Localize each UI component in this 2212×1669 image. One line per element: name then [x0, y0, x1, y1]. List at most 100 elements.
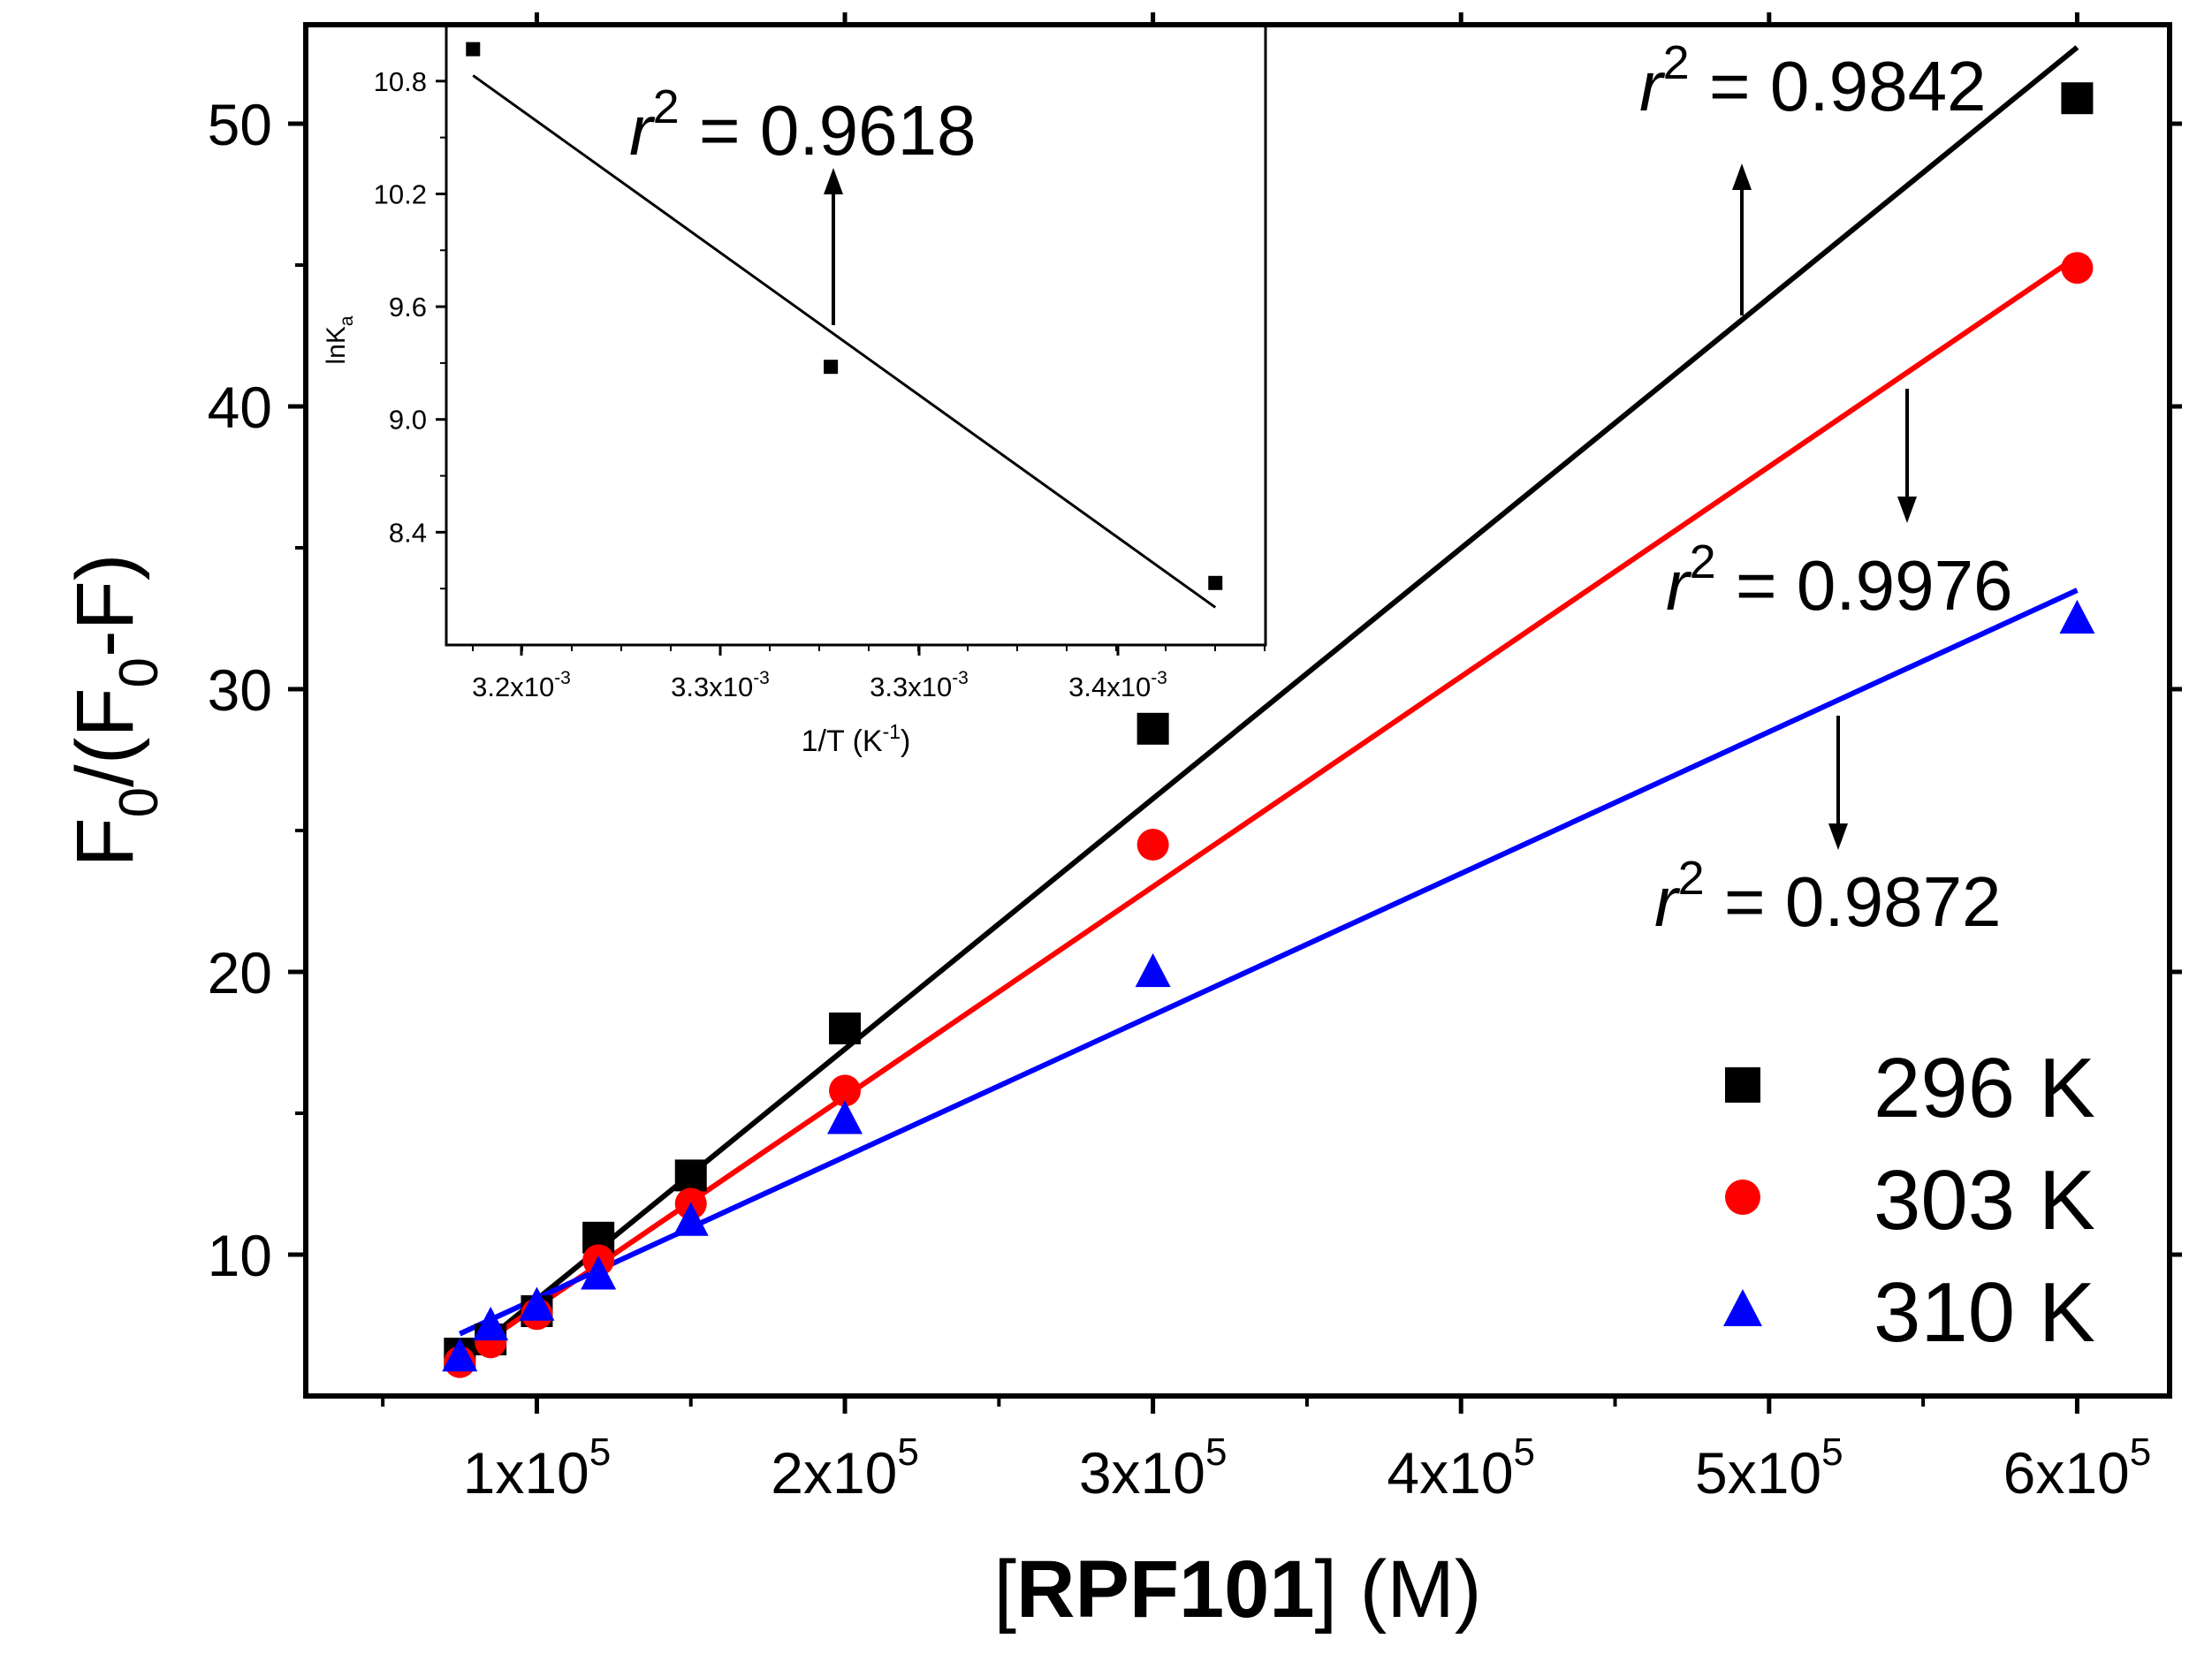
inset-x-tick-label: 3.4x10-3: [1068, 668, 1167, 702]
inset-y-tick-label: 10.2: [374, 178, 427, 209]
r-symbol: r: [629, 91, 656, 170]
inset-x-label-base: 1/T (K: [802, 724, 883, 758]
data-point-296K: [674, 1159, 707, 1192]
legend-label: 303 K: [1874, 1153, 2095, 1248]
y-axis-label-subscript: 0: [109, 657, 170, 687]
inset-arrow-head: [824, 168, 843, 194]
y-tick-label: 20: [208, 940, 272, 1005]
r2-annotation-310K: r2 = 0.9872: [1654, 852, 2002, 941]
arrow-303K-head: [1897, 497, 1917, 523]
x-tick-mantissa: 1x10: [463, 1440, 589, 1506]
inset-y-tick-label: 9.6: [389, 292, 427, 322]
data-point-310K: [1135, 952, 1171, 988]
r-symbol: r: [1666, 546, 1692, 625]
r-symbol: r: [1639, 47, 1666, 125]
r2-value: = 0.9618: [680, 91, 977, 170]
inset-y-tick-label: 8.4: [389, 517, 427, 548]
legend-marker-303K: [1725, 1180, 1760, 1215]
inset-data-point: [1208, 575, 1223, 590]
x-tick-exponent: 5: [2130, 1430, 2151, 1474]
r2-value: = 0.9842: [1690, 47, 1987, 125]
r-symbol: r: [1654, 862, 1681, 941]
inset-x-tick-label: 3.3x10-3: [870, 668, 969, 702]
x-tick-exponent: 5: [1205, 1430, 1227, 1474]
arrow-296K-head: [1732, 163, 1752, 190]
inset-x-axis-label: 1/T (K-1): [802, 720, 911, 758]
x-tick-label: 3x105: [1079, 1430, 1228, 1506]
r-superscript: 2: [653, 80, 680, 133]
x-tick-mantissa: 5x10: [1695, 1440, 1821, 1506]
x-axis-label: [RPF101] (M): [993, 1544, 1481, 1635]
x-tick-label: 6x105: [2003, 1430, 2152, 1506]
r-superscript: 2: [1678, 852, 1705, 905]
x-axis-label-rest: ] (M): [1315, 1544, 1482, 1635]
inset-x-tick-mantissa: 3.4x10: [1068, 671, 1151, 702]
r-superscript: 2: [1690, 535, 1716, 588]
legend-marker-296K: [1725, 1067, 1760, 1103]
data-point-303K: [1136, 829, 1169, 861]
inset-x-tick-exponent: -3: [952, 668, 969, 688]
data-point-310K: [673, 1202, 709, 1236]
data-point-310K: [827, 1100, 863, 1134]
y-tick-label: 50: [208, 92, 272, 157]
x-tick-label: 1x105: [463, 1430, 612, 1506]
inset-x-tick-mantissa: 3.3x10: [870, 671, 952, 702]
y-tick-label: 40: [208, 375, 272, 440]
inset-fit-line: [472, 74, 1217, 609]
data-point-296K: [829, 1013, 862, 1044]
legend-label: 296 K: [1874, 1041, 2095, 1135]
inset-x-tick-exponent: -3: [753, 668, 770, 688]
r-superscript: 2: [1663, 36, 1690, 89]
r2-annotation-303K: r2 = 0.9976: [1666, 535, 2013, 625]
inset-x-tick-mantissa: 3.2x10: [472, 671, 554, 702]
x-tick-mantissa: 2x10: [771, 1440, 897, 1506]
x-tick-label: 4x105: [1387, 1430, 1535, 1506]
inset-r2-annotation: r2 = 0.9618: [629, 80, 977, 170]
data-point-310K: [519, 1286, 555, 1321]
inset-y-tick-label: 9.0: [389, 405, 427, 436]
x-tick-exponent: 5: [1821, 1430, 1843, 1474]
x-axis-label-bold: RPF101: [1016, 1544, 1315, 1635]
inset-data-point: [466, 42, 481, 57]
legend-label: 310 K: [1874, 1265, 2095, 1360]
inset-x-tick-mantissa: 3.3x10: [671, 671, 753, 702]
inset-x-label-sup: -1: [883, 720, 901, 743]
inset-y-label-sub: a: [337, 315, 357, 326]
data-point-303K: [2061, 252, 2094, 284]
fit-line-296K: [458, 45, 2079, 1364]
fit-line-310K: [459, 588, 2079, 1337]
x-tick-label: 2x105: [771, 1430, 919, 1506]
inset-y-label-base: lnK: [322, 326, 351, 364]
inset-y-tick-label: 10.8: [374, 66, 427, 97]
y-axis-label-part: /(F: [60, 687, 150, 786]
x-tick-exponent: 5: [897, 1430, 918, 1474]
legend-marker-310K: [1723, 1289, 1762, 1326]
y-tick-label: 10: [208, 1223, 272, 1288]
r2-value: = 0.9872: [1705, 862, 2002, 941]
x-tick-mantissa: 6x10: [2003, 1440, 2130, 1506]
x-tick-exponent: 5: [1514, 1430, 1535, 1474]
x-axis-label-open: [: [993, 1544, 1016, 1635]
data-point-310K: [581, 1256, 617, 1290]
inset-x-label-close: ): [901, 724, 910, 758]
fit-line-303K: [458, 254, 2079, 1362]
data-point-310K: [473, 1306, 509, 1341]
data-point-310K: [442, 1338, 478, 1372]
inset-x-tick-label: 3.3x10-3: [671, 668, 770, 702]
data-point-296K: [1136, 712, 1169, 745]
x-tick-mantissa: 4x10: [1387, 1440, 1513, 1506]
inset-x-tick-exponent: -3: [554, 668, 571, 688]
inset-x-tick-label: 3.2x10-3: [472, 668, 571, 702]
inset-y-axis-label: lnKa: [322, 315, 357, 364]
data-point-310K: [2059, 599, 2095, 634]
x-tick-mantissa: 3x10: [1079, 1440, 1205, 1506]
y-axis-label-part: -F): [60, 553, 150, 656]
data-point-296K: [2061, 82, 2094, 115]
r2-value: = 0.9976: [1716, 546, 2013, 625]
x-tick-exponent: 5: [589, 1430, 611, 1474]
r2-annotation-296K: r2 = 0.9842: [1639, 36, 1987, 125]
y-axis-label-part: F: [60, 817, 150, 867]
inset-frame: [445, 23, 1267, 647]
